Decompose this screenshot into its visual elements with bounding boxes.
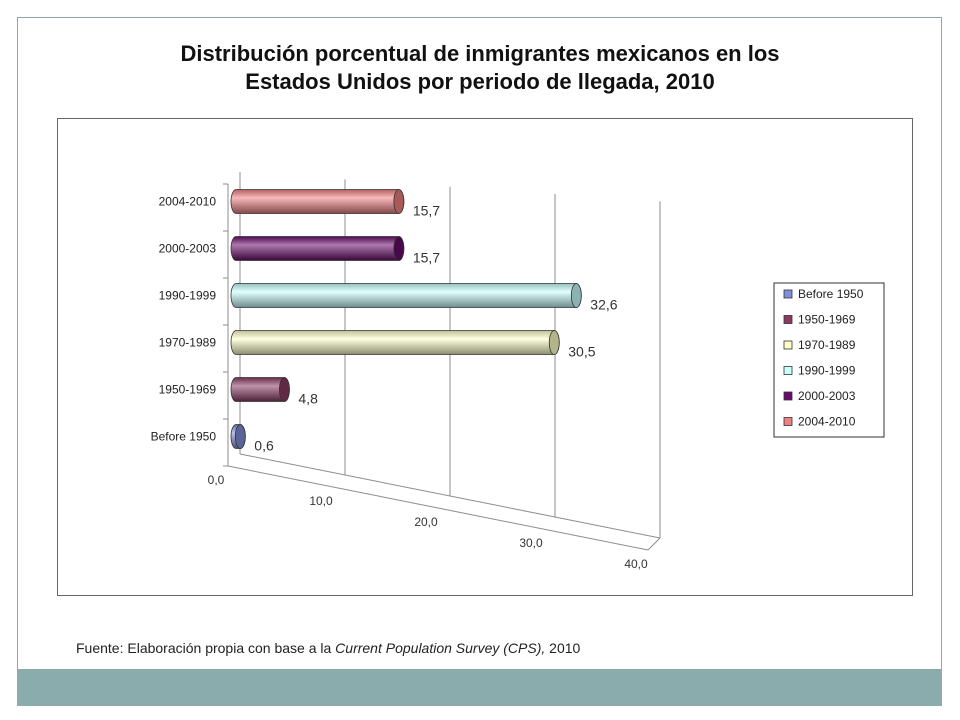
legend-swatch — [783, 366, 793, 375]
x-tick-label: 0,0 — [208, 473, 225, 487]
source-prefix: Fuente: Elaboración propia con base a la — [76, 640, 336, 656]
bar-end-cap — [548, 330, 560, 355]
bar-end-cap — [234, 424, 246, 449]
source-note: Fuente: Elaboración propia con base a la… — [76, 640, 580, 656]
x-tick-label: 10,0 — [309, 494, 333, 508]
legend-label: 2000-2003 — [798, 389, 856, 403]
bar-end-cap — [570, 283, 582, 308]
legend-label: 1990-1999 — [798, 364, 856, 378]
x-axis-back-line — [239, 453, 661, 539]
bar-2000-2003 — [230, 236, 405, 261]
bar-body — [230, 236, 405, 261]
bottom-band — [17, 670, 942, 706]
data-label: 0,6 — [254, 438, 274, 454]
data-label: 15,7 — [413, 250, 440, 266]
page-title: Distribución porcentual de inmigrantes m… — [0, 40, 960, 96]
legend-swatch — [783, 391, 793, 401]
legend-swatch — [783, 315, 793, 324]
legend-label: 1970-1989 — [798, 338, 856, 352]
source-suffix: 2010 — [545, 640, 581, 656]
bar-chart: 0,0 10,0 20,0 30,0 40,0 Before 1950 0,6 1950-19… — [151, 172, 885, 571]
bar-1970-1989 — [230, 330, 560, 355]
bar-body — [230, 189, 405, 214]
bar-body — [230, 283, 582, 308]
bar-end-cap — [393, 189, 405, 214]
y-tick-label: 1950-1969 — [159, 383, 217, 397]
legend-label: 2004-2010 — [798, 415, 856, 429]
x-axis-line — [227, 465, 649, 551]
bar-end-cap — [278, 377, 290, 402]
legend-label: 1950-1969 — [798, 313, 856, 327]
legend-swatch — [783, 289, 793, 299]
bar-2004-2010 — [230, 189, 405, 214]
data-label: 30,5 — [568, 344, 595, 360]
bar-1990-1999 — [230, 283, 582, 308]
source-italic: Current Population Survey (CPS), — [335, 640, 546, 656]
legend-swatch — [783, 417, 793, 426]
legend-swatch — [783, 340, 793, 350]
title-line-2: Estados Unidos por periodo de llegada, 2… — [245, 69, 715, 94]
bar-end-cap — [393, 236, 405, 261]
data-label: 15,7 — [413, 203, 440, 219]
y-tick-label: Before 1950 — [151, 430, 217, 444]
title-line-1: Distribución porcentual de inmigrantes m… — [180, 41, 780, 66]
x-axis-end-line — [647, 537, 661, 551]
bar-body — [230, 330, 560, 355]
legend-label: Before 1950 — [798, 287, 864, 301]
legend-box — [773, 282, 885, 438]
y-tick-label: 2000-2003 — [159, 242, 217, 256]
y-tick-label: 2004-2010 — [159, 195, 217, 209]
bar-1950-1969 — [230, 377, 290, 402]
bar-before-1950 — [230, 424, 246, 449]
x-tick-label: 30,0 — [519, 536, 543, 550]
chart-frame: 0,0 10,0 20,0 30,0 40,0 Before 1950 0,6 1950-19… — [57, 118, 913, 596]
y-tick-label: 1990-1999 — [159, 289, 217, 303]
x-tick-label: 40,0 — [624, 557, 648, 571]
y-tick-label: 1970-1989 — [159, 336, 217, 350]
x-tick-label: 20,0 — [414, 515, 438, 529]
data-label: 4,8 — [298, 391, 318, 407]
data-label: 32,6 — [590, 297, 617, 313]
